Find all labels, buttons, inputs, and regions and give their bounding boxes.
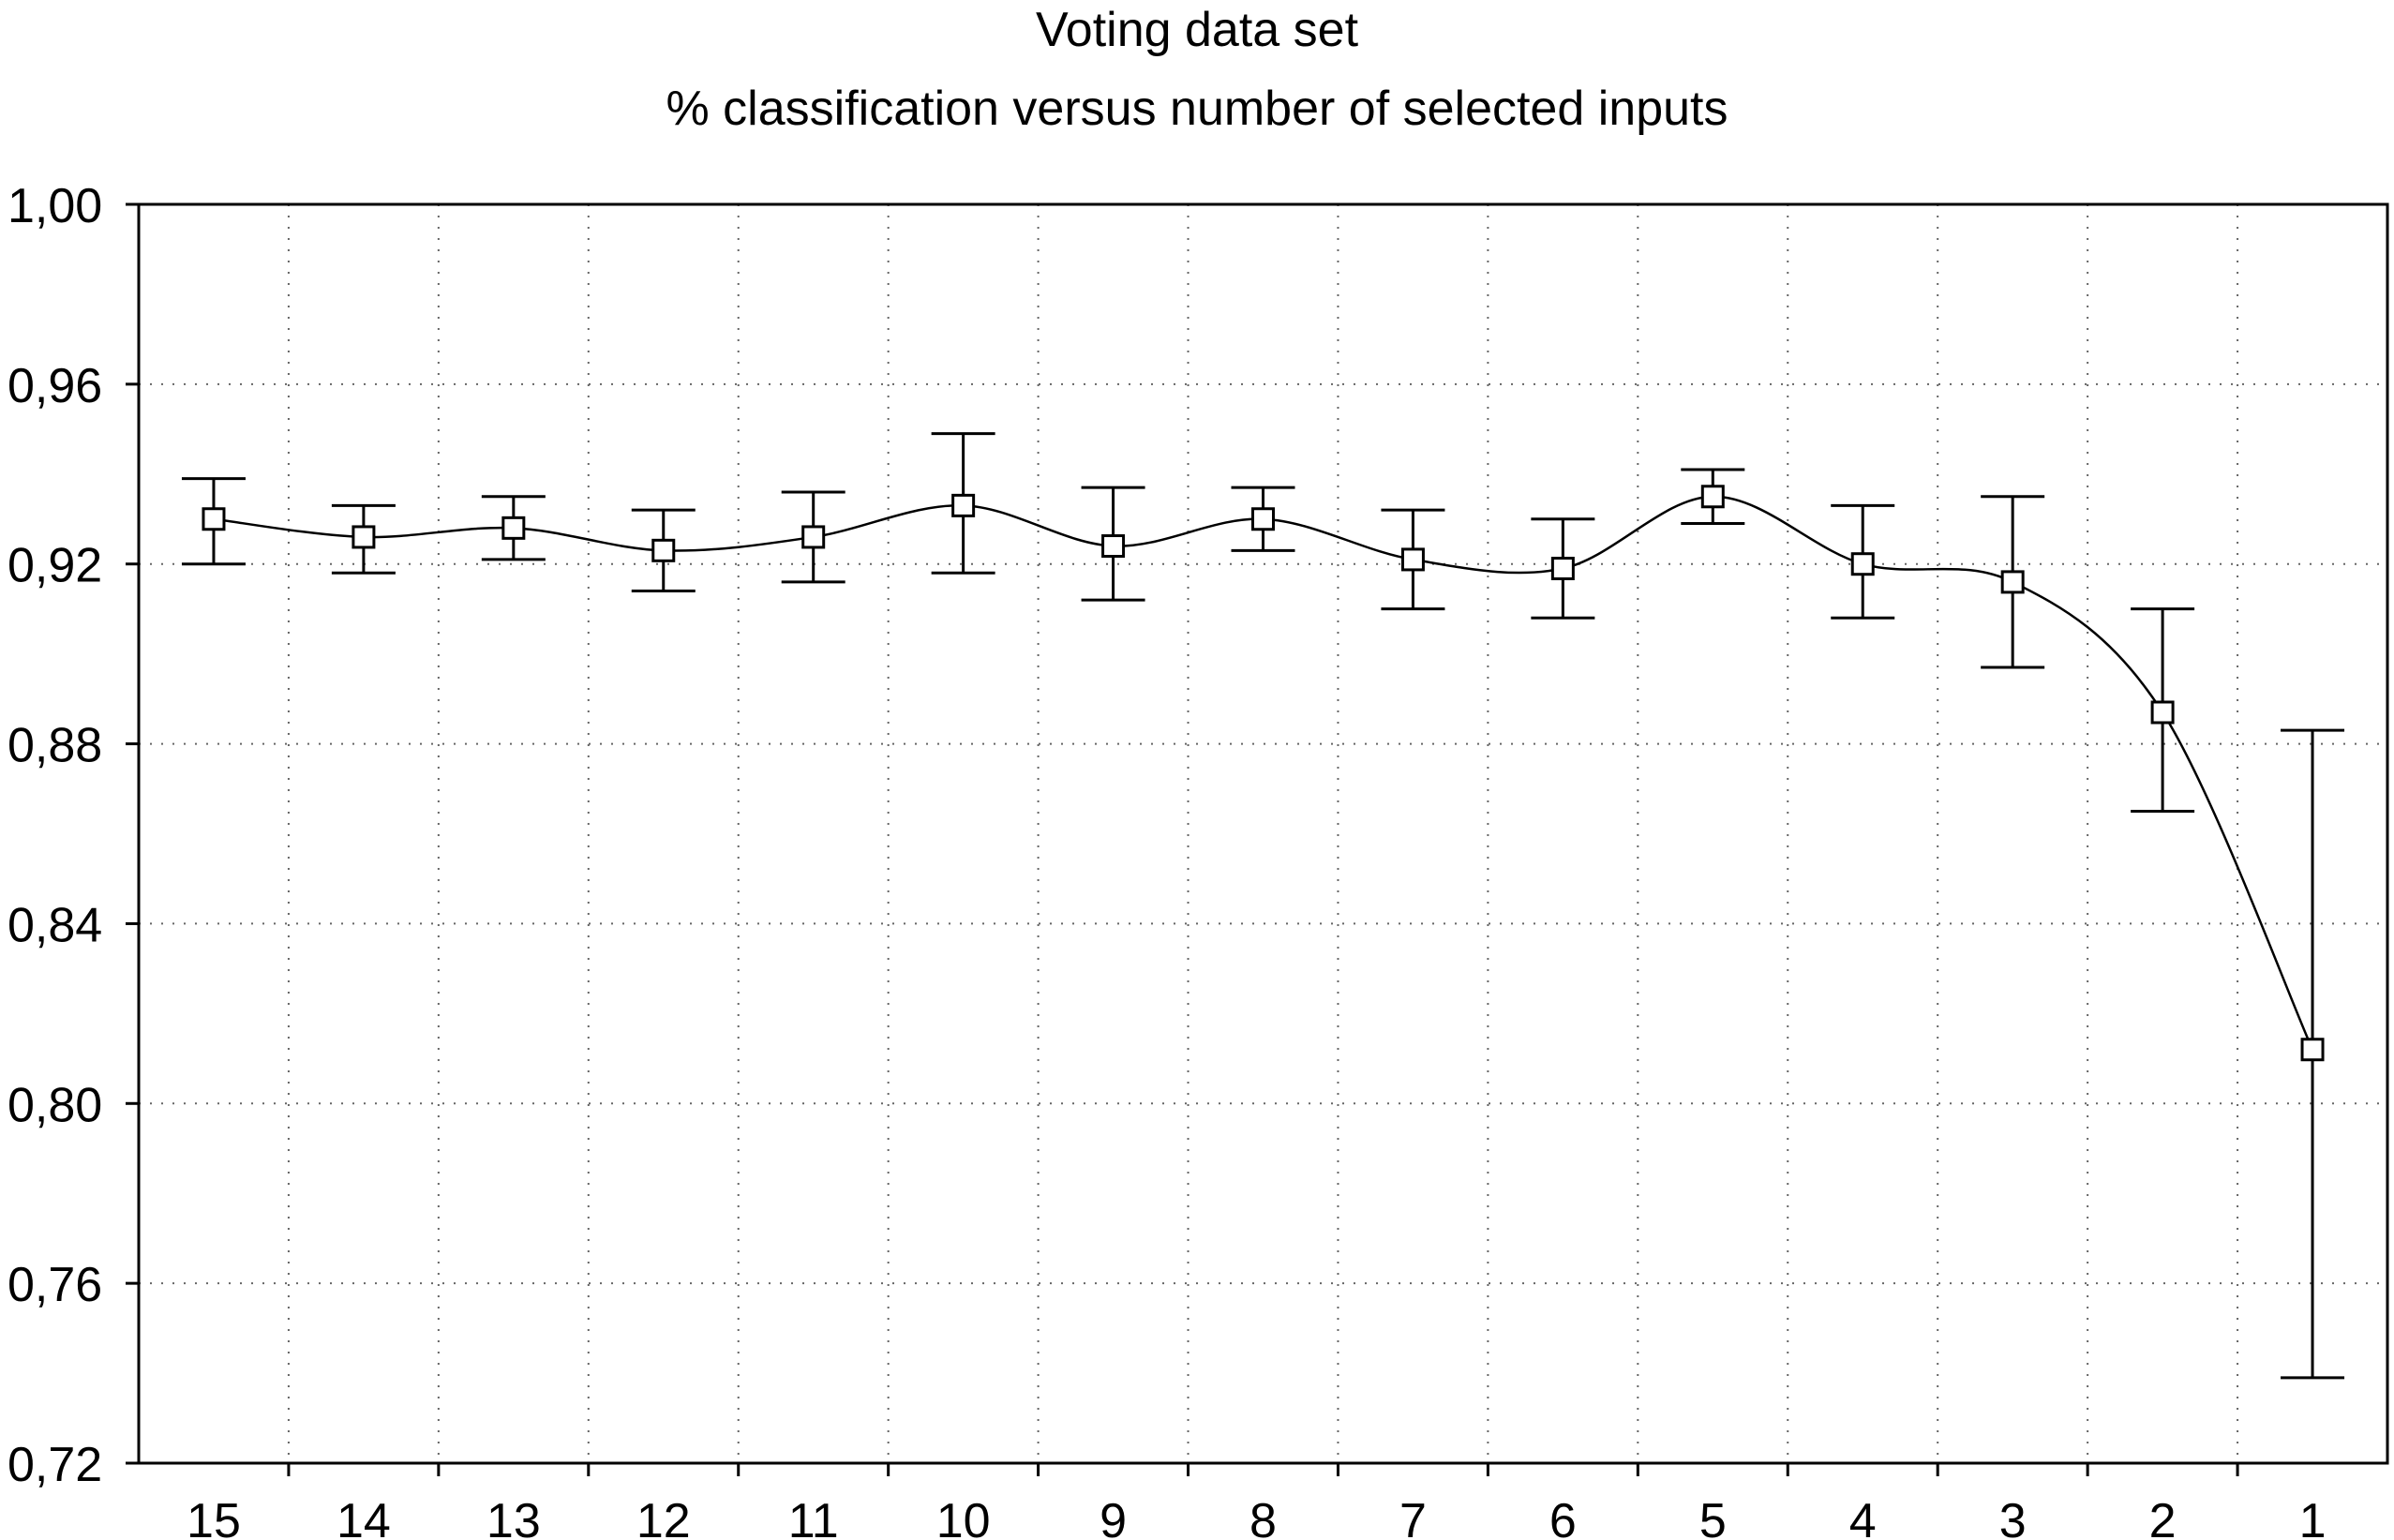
x-tick-label: 12 <box>636 1494 691 1540</box>
chart-subtitle: % classification versus number of select… <box>666 82 1728 136</box>
data-point-marker <box>2150 700 2175 725</box>
data-point-marker <box>651 538 676 562</box>
x-tick-label: 3 <box>1999 1494 2027 1540</box>
data-point-marker <box>1700 485 1725 509</box>
x-tick-label: 7 <box>1399 1494 1427 1540</box>
data-point-marker <box>2300 1038 2325 1062</box>
data-point-marker <box>1251 507 1275 531</box>
data-point-marker <box>1550 557 1575 581</box>
data-point-marker <box>1101 534 1126 559</box>
y-tick-label: 1,00 <box>7 179 102 233</box>
x-tick-label: 1 <box>2299 1494 2327 1540</box>
data-point-marker <box>801 525 826 549</box>
x-tick-label: 13 <box>486 1494 541 1540</box>
y-tick-label: 0,96 <box>7 359 102 413</box>
data-point-marker <box>501 516 526 540</box>
plot-area-frame <box>137 202 2389 1465</box>
y-tick-label: 0,92 <box>7 539 102 593</box>
x-tick-label: 15 <box>187 1494 241 1540</box>
grid-layer <box>139 204 2387 1463</box>
data-point-marker <box>1400 547 1425 572</box>
x-tick-label: 10 <box>936 1494 991 1540</box>
x-tick-label: 9 <box>1100 1494 1127 1540</box>
x-tick-label: 2 <box>2149 1494 2177 1540</box>
data-point-marker <box>1850 552 1875 576</box>
x-tick-label: 4 <box>1849 1494 1877 1540</box>
data-point-marker <box>2000 570 2025 594</box>
x-tick-label: 8 <box>1249 1494 1277 1540</box>
x-tick-label: 14 <box>337 1494 391 1540</box>
x-tick-label: 11 <box>788 1494 839 1540</box>
data-point-marker <box>202 507 226 531</box>
y-tick-label: 0,80 <box>7 1078 102 1132</box>
y-tick-label: 0,72 <box>7 1438 102 1492</box>
y-tick-label: 0,88 <box>7 719 102 773</box>
data-point-marker <box>951 493 976 517</box>
y-tick-label: 0,84 <box>7 898 102 952</box>
chart-title: Voting data set <box>1035 3 1359 57</box>
data-point-marker <box>352 525 376 549</box>
x-tick-label: 5 <box>1699 1494 1727 1540</box>
series-layer <box>181 432 2345 1380</box>
series-line <box>213 495 2314 1051</box>
y-tick-label: 0,76 <box>7 1258 102 1312</box>
x-tick-label: 6 <box>1549 1494 1577 1540</box>
